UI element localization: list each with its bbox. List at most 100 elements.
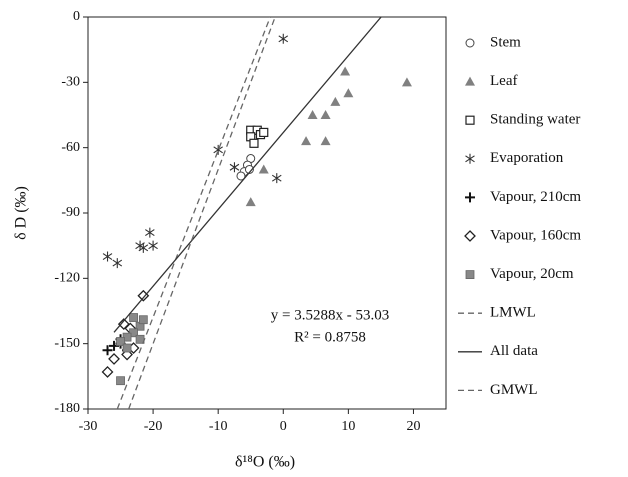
- marker: [249, 138, 259, 148]
- marker-shape: [340, 66, 351, 76]
- legend-label: Vapour, 210cm: [490, 189, 581, 205]
- marker-shape: [258, 164, 269, 174]
- marker: [117, 318, 130, 330]
- marker-shape: [236, 171, 246, 181]
- marker: [259, 127, 269, 138]
- legend-label: GMWL: [490, 382, 538, 398]
- marker: [229, 162, 240, 173]
- marker: [464, 230, 476, 242]
- marker-shape: [465, 115, 475, 125]
- y-tick-label: -90: [61, 205, 80, 220]
- legend-label: Stem: [490, 34, 521, 50]
- legend-label: Leaf: [490, 73, 517, 89]
- marker-shape: [137, 289, 150, 302]
- y-tick-label: -120: [54, 271, 80, 286]
- legend-label: Evaporation: [490, 150, 564, 166]
- marker: [465, 192, 475, 203]
- marker-shape: [138, 242, 149, 253]
- marker: [213, 144, 223, 155]
- x-tick-label: 10: [341, 419, 355, 434]
- marker-shape: [213, 144, 223, 155]
- marker: [122, 343, 132, 353]
- y-tick-label: -30: [61, 75, 80, 90]
- marker: [320, 136, 331, 146]
- marker-shape: [145, 227, 155, 238]
- marker-shape: [116, 376, 125, 386]
- annotation: y = 3.5288x - 53.03: [271, 307, 389, 323]
- marker-shape: [249, 138, 259, 148]
- marker: [137, 289, 150, 302]
- marker: [278, 33, 289, 44]
- legend-label: Standing water: [490, 112, 580, 128]
- fit-line: [116, 17, 271, 409]
- marker-shape: [307, 110, 318, 119]
- marker-shape: [301, 136, 312, 146]
- marker-shape: [278, 33, 289, 44]
- marker-shape: [259, 127, 269, 138]
- marker: [108, 352, 120, 365]
- marker-shape: [343, 88, 354, 98]
- marker: [401, 77, 412, 87]
- y-tick-label: -180: [54, 401, 80, 416]
- y-tick-label: -150: [54, 336, 80, 351]
- marker-shape: [116, 337, 125, 346]
- marker: [138, 315, 148, 325]
- marker: [465, 76, 475, 86]
- marker: [116, 337, 125, 346]
- marker-shape: [465, 192, 475, 203]
- marker-shape: [138, 315, 148, 325]
- marker: [465, 270, 475, 280]
- marker: [465, 115, 475, 125]
- marker: [148, 240, 158, 251]
- marker: [320, 110, 331, 119]
- marker: [101, 366, 114, 378]
- marker-shape: [102, 345, 113, 356]
- x-tick-label: -30: [79, 419, 98, 434]
- marker-shape: [401, 77, 412, 87]
- y-tick-label: 0: [73, 9, 80, 24]
- marker: [145, 227, 155, 238]
- marker: [271, 173, 282, 184]
- marker: [465, 38, 475, 48]
- marker: [340, 66, 351, 76]
- x-tick-label: 20: [406, 419, 420, 434]
- marker-shape: [229, 162, 240, 173]
- marker-shape: [102, 251, 113, 262]
- marker: [102, 251, 113, 262]
- marker: [343, 88, 354, 98]
- marker-shape: [117, 318, 130, 330]
- marker: [330, 96, 341, 106]
- marker-shape: [148, 240, 158, 251]
- y-tick-label: -60: [61, 140, 80, 155]
- marker-shape: [101, 366, 114, 378]
- fit-line: [113, 17, 382, 333]
- marker: [465, 153, 475, 164]
- marker-shape: [122, 343, 132, 353]
- marker-shape: [465, 76, 475, 86]
- marker: [245, 197, 256, 207]
- annotation: R² = 0.8758: [294, 329, 366, 345]
- marker: [301, 136, 312, 146]
- x-tick-label: -20: [144, 419, 163, 434]
- legend-label: All data: [490, 343, 538, 359]
- marker: [102, 345, 113, 356]
- marker-shape: [112, 258, 123, 269]
- marker-shape: [465, 38, 475, 48]
- marker-shape: [129, 313, 138, 322]
- marker-shape: [320, 136, 331, 146]
- x-tick-label: 0: [280, 419, 287, 434]
- marker: [307, 110, 318, 119]
- plot-frame: [87, 16, 447, 410]
- legend-label: Vapour, 20cm: [490, 266, 574, 282]
- marker: [129, 313, 138, 322]
- marker: [116, 376, 125, 386]
- marker-shape: [245, 197, 256, 207]
- marker-shape: [330, 96, 341, 106]
- x-axis-label: δ¹⁸O (‰): [235, 454, 295, 471]
- marker-shape: [465, 153, 475, 164]
- y-axis-label: δ D (‰): [13, 186, 30, 240]
- legend-label: Vapour, 160cm: [490, 227, 581, 243]
- marker-shape: [271, 173, 282, 184]
- marker-shape: [108, 352, 120, 365]
